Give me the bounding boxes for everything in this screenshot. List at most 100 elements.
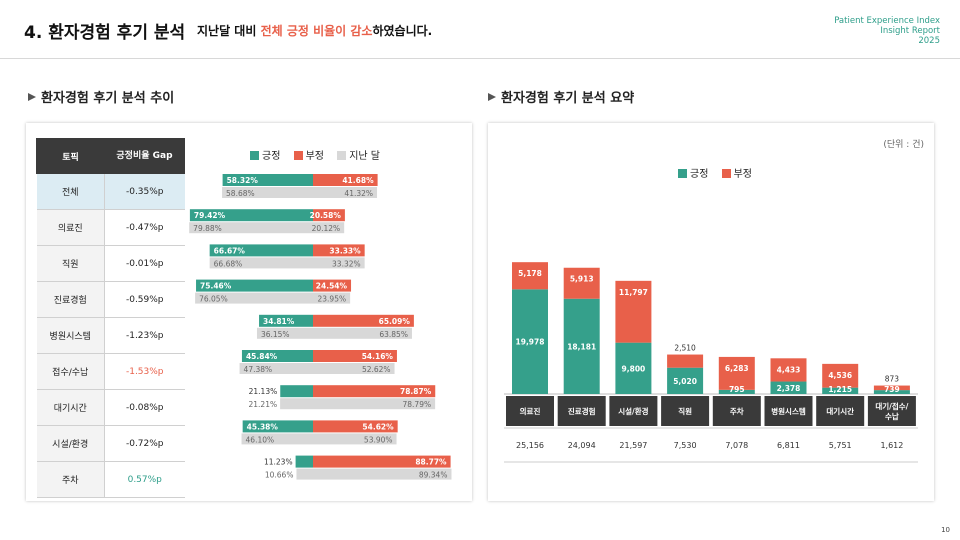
negative-label: 33.33% [329,246,361,255]
header-divider [0,58,960,59]
previous-positive-label: 58.68% [226,189,255,198]
bar-previous-positive [209,257,313,269]
summary-legend: 긍정 부정 [678,165,762,180]
bar-previous-positive [280,398,313,410]
previous-negative-label: 53.90% [364,435,393,444]
total-label: 5,751 [829,441,852,450]
positive-label: 21.13% [249,387,278,396]
previous-negative-label: 20.12% [312,224,341,233]
legend-label: 부정 [305,151,324,162]
gap-row: 대기시간 -0.08%p [36,389,185,426]
bar-negative [563,267,600,299]
gap-topic: 주차 [36,461,105,498]
positive-label: 795 [729,385,745,394]
positive-label: 18,181 [567,342,596,351]
category-label: 진료경험 [568,406,596,416]
negative-label: 2,510 [674,344,696,353]
bar-previous-negative [313,363,395,374]
positive-label: 5,020 [673,377,697,386]
bar-previous-negative [313,292,351,304]
positive-label: 79.42% [194,211,226,220]
legend-positive: 긍정 [250,151,280,162]
legend-label: 긍정 [690,169,709,180]
category-cell [661,396,710,426]
bar-positive [563,298,600,394]
negative-label: 78.87% [400,387,432,396]
bar-positive [209,244,313,257]
bar-previous-negative [313,257,365,269]
gap-value: -1.23%p [104,317,185,354]
bar-negative [313,455,451,468]
gap-value: -0.08%p [104,389,185,426]
bar-previous-positive [222,187,313,198]
previous-negative-label: 78.79% [403,400,432,409]
category-cell [506,396,554,426]
page-title: 4. 환자경험 후기 분석 [24,23,186,43]
bar-previous-positive [195,292,313,304]
gap-topic: 접수/수납 [36,353,105,390]
bar-positive [718,389,755,394]
bar-previous-negative [313,433,397,445]
legend-swatch [250,151,259,160]
category-label: 의료진 [520,406,541,416]
total-label: 7,530 [674,441,697,450]
bar-positive [770,381,807,394]
gap-topic: 전체 [36,173,105,210]
legend-label: 긍정 [262,151,281,162]
positive-label: 9,800 [622,364,646,373]
positive-label: 58.32% [227,176,259,185]
brand-line-3: 2025 [918,36,940,46]
bar-positive [242,420,313,433]
bar-negative [313,314,414,327]
bar-negative [313,209,345,222]
negative-label: 54.62% [362,422,394,431]
category-cell [712,396,761,426]
section-marker-icon [28,93,36,101]
bar-positive [873,390,910,394]
bar-previous-negative [313,222,345,234]
positive-label: 45.38% [247,422,279,431]
brand-line-1: Patient Experience Index [834,16,940,26]
gap-row: 시설/환경 -0.72%p [36,425,185,462]
brand-block: Patient Experience Index Insight Report … [834,16,940,46]
legend-label: 부정 [733,169,752,180]
gap-topic: 직원 [36,245,105,282]
gap-topic: 대기시간 [36,389,105,426]
previous-negative-label: 41.32% [344,189,373,198]
total-label: 21,597 [619,441,647,450]
positive-label: 1,215 [828,385,852,394]
legend-label: 지난 달 [349,151,380,162]
subtitle-post: 하였습니다. [372,24,433,38]
gap-topic: 병원시스템 [36,317,105,354]
bar-positive [241,350,313,362]
bar-negative [873,385,910,391]
legend-positive: 긍정 [678,169,708,180]
summary-chart: 19,978 5,178 의료진 25,156 18,181 5,913 진료경험 24,09… [504,262,918,463]
left-section-title: 환자경험 후기 분석 추이 [28,87,174,106]
bar-negative [822,363,859,388]
bar-previous-positive [241,433,313,445]
bar-positive [667,367,704,394]
bar-negative [313,385,436,398]
category-label: 병원시스템 [771,406,806,416]
gap-row: 전체 -0.35%p [36,173,185,210]
negative-label: 4,536 [828,371,852,380]
total-label: 6,811 [777,441,800,450]
negative-label: 6,283 [725,364,749,373]
right-section-label: 환자경험 후기 분석 요약 [501,91,635,106]
gap-value: 0.57%p [104,461,185,498]
legend-swatch [293,151,303,160]
bar-previous-negative [313,187,378,198]
gap-table-body: 전체 -0.35%p 의료진 -0.47%p 직원 -0.01%p 진료경험 -0.59%p 병… [36,173,185,498]
category-label: 대기시간 [826,406,854,416]
legend-negative: 부정 [293,151,324,162]
bar-previous-negative [313,398,436,410]
bar-negative [313,420,398,433]
negative-label: 65.09% [379,317,411,326]
total-label: 1,612 [880,441,903,450]
legend-previous: 지난 달 [337,151,380,162]
legend-swatch [721,169,731,178]
bar-previous-positive [256,327,313,339]
previous-negative-label: 33.32% [332,259,361,268]
unit-label: (단위 : 건) [883,140,924,150]
